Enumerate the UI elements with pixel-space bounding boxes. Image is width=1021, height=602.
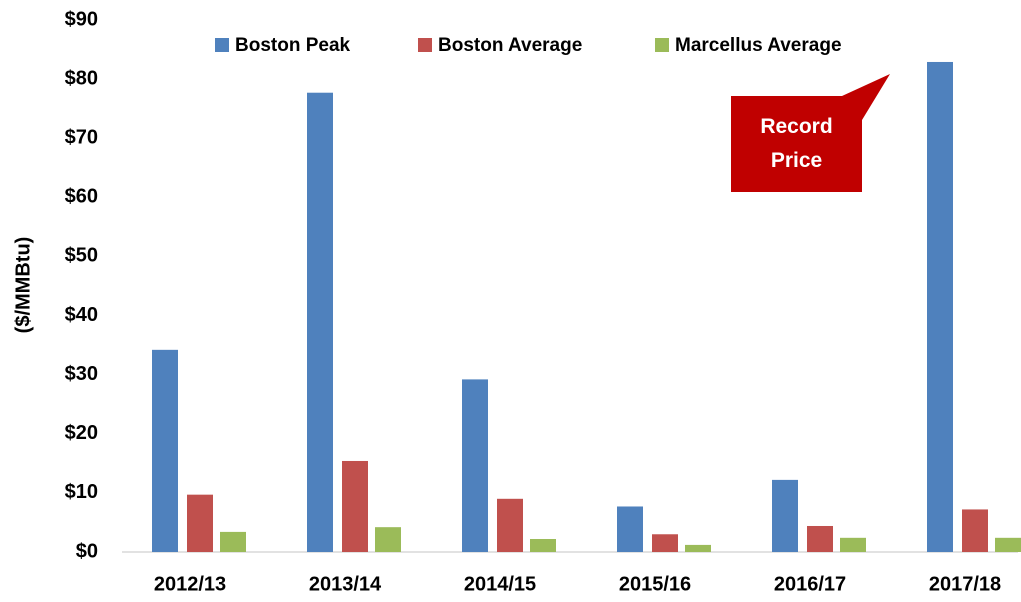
x-tick-label: 2012/13: [154, 573, 226, 595]
annotation: Record Price: [760, 115, 833, 172]
bar: [497, 498, 523, 552]
y-tick-label: $90: [65, 8, 98, 30]
y-tick-label: $80: [65, 67, 98, 89]
x-tick-label: 2014/15: [464, 573, 536, 595]
legend-label: Boston Peak: [235, 35, 351, 56]
y-tick-label: $0: [76, 540, 98, 562]
bar: [685, 544, 711, 552]
bar: [652, 534, 678, 552]
y-tick-label: $20: [65, 422, 98, 444]
y-tick-label: $70: [65, 127, 98, 149]
annotation-box: [731, 74, 890, 192]
bar: [840, 537, 866, 552]
y-tick-label: $60: [65, 186, 98, 208]
bar: [342, 460, 368, 552]
bar: [152, 349, 178, 552]
bar: [772, 479, 798, 552]
legend-swatch: [215, 38, 229, 52]
legend-label: Boston Average: [438, 35, 582, 56]
bar: [807, 525, 833, 552]
bar: [307, 92, 333, 552]
legend-label: Marcellus Average: [675, 35, 842, 56]
y-tick-label: $40: [65, 304, 98, 326]
bar: [995, 537, 1021, 552]
x-tick-label: 2016/17: [774, 573, 846, 595]
y-tick-label: $10: [65, 481, 98, 503]
bar: [530, 538, 556, 552]
bar: [462, 379, 488, 552]
bar: [220, 531, 246, 552]
y-axis-label: ($/MMBtu): [12, 237, 34, 334]
legend-swatch: [418, 38, 432, 52]
bar: [375, 527, 401, 552]
x-tick-label: 2015/16: [619, 573, 691, 595]
bar: [927, 61, 953, 553]
x-tick-label: 2017/18: [929, 573, 1001, 595]
bar: [962, 509, 988, 552]
bar: [617, 506, 643, 552]
bar: [187, 494, 213, 552]
legend-swatch: [655, 38, 669, 52]
x-tick-label: 2013/14: [309, 573, 382, 595]
y-tick-label: $30: [65, 363, 98, 385]
y-tick-label: $50: [65, 245, 98, 267]
